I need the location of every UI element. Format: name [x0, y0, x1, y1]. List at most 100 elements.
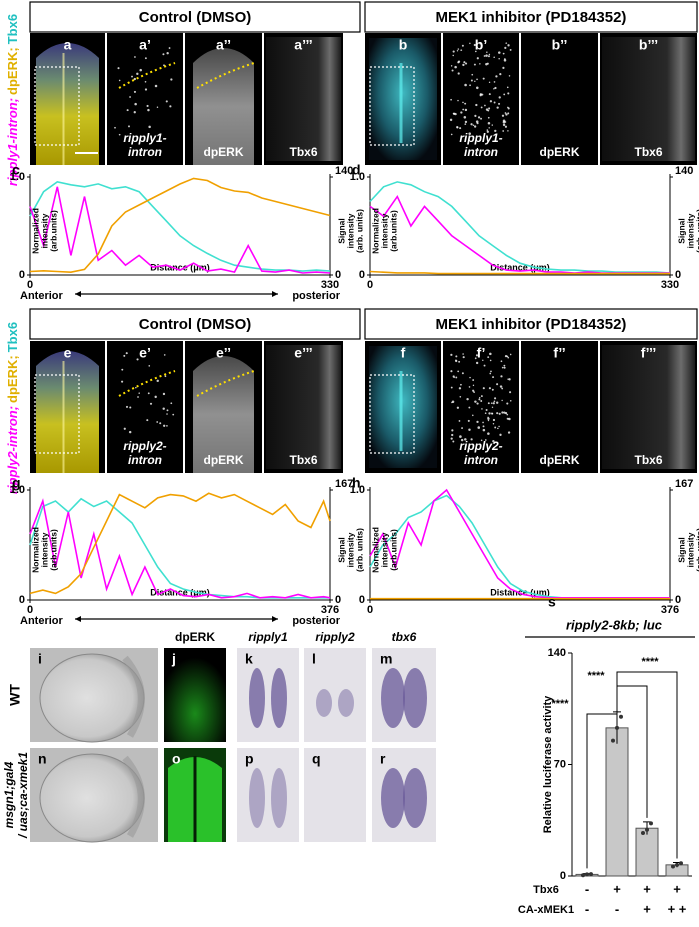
signal-dot: [156, 379, 159, 383]
signal-dot: [498, 102, 501, 105]
signal-dot: [488, 81, 491, 84]
panel-label: b’’: [552, 37, 568, 53]
x-axis-label: Distance (μm): [150, 587, 210, 597]
column-label: dpERK: [175, 630, 215, 644]
roi-box: [34, 66, 80, 146]
signal-dot: [488, 53, 491, 56]
signal-dot: [475, 361, 479, 365]
signal-dot: [449, 118, 453, 122]
signal-dot: [450, 386, 453, 389]
tissue: [193, 356, 254, 473]
expression: [403, 768, 427, 828]
signal-dot: [468, 386, 471, 388]
embryo-tail: [122, 755, 145, 838]
signal-dot: [480, 117, 483, 120]
tissue: [266, 345, 341, 469]
signal-dot: [454, 65, 457, 69]
annotation: posterior: [292, 290, 340, 302]
y-axis-label: intensity: [39, 213, 49, 248]
y2-axis-label: (arb. units): [354, 528, 364, 572]
caption: dpERK: [204, 453, 244, 467]
panel-label: f’’’: [641, 345, 657, 361]
signal-dot: [159, 422, 162, 425]
signal-dot: [498, 412, 501, 415]
signal-dot: [118, 79, 121, 82]
y2-tick-label: 140: [675, 165, 693, 177]
caption: Tbx6: [634, 453, 662, 467]
signal-dot: [454, 112, 457, 116]
signal-dot: [504, 121, 507, 123]
series-line: [369, 270, 670, 275]
series-line: [29, 177, 331, 274]
signal-dot: [481, 408, 483, 410]
signal-dot: [464, 123, 467, 125]
signal-dot: [114, 126, 116, 129]
signal-dot: [494, 86, 497, 90]
signal-dot: [487, 419, 490, 422]
boundary: [118, 370, 176, 397]
row-label: msgn1;gal4: [2, 761, 16, 828]
signal-dot: [487, 356, 490, 359]
signal-dot: [459, 395, 462, 398]
signal-dot: [506, 413, 509, 416]
series-line: [369, 494, 670, 599]
signal-dot: [455, 359, 457, 361]
signal-dot: [468, 132, 471, 135]
signal-dot: [480, 106, 483, 109]
signal-dot: [474, 357, 477, 360]
signal-dot: [164, 375, 167, 378]
signal-dot: [472, 389, 475, 392]
signal-dot: [457, 72, 460, 75]
signal-dot: [117, 67, 120, 70]
boundary: [118, 62, 176, 89]
signal-dot: [508, 75, 511, 77]
signal-dot: [154, 395, 157, 399]
signal-dot: [451, 429, 454, 432]
condition-value: +: [613, 881, 621, 896]
signal-dot: [489, 359, 492, 362]
signal-dot: [133, 111, 136, 114]
bracket: [616, 671, 678, 859]
header-box: [29, 1, 361, 33]
series-line: [29, 181, 331, 272]
signal-dot: [460, 49, 463, 52]
embryo-tail: [122, 655, 145, 738]
tissue: [369, 38, 437, 160]
data-point: [585, 872, 589, 877]
y-axis-label: (arb.units): [48, 210, 58, 252]
panel-label: e’’: [216, 345, 231, 361]
signal-dot: [503, 364, 506, 367]
signal-dot: [172, 413, 175, 416]
signal-dot: [493, 101, 496, 104]
condition-value: +: [643, 881, 651, 896]
tissue: [266, 37, 341, 161]
signal-dot: [506, 417, 509, 420]
data-point: [679, 861, 683, 866]
signal-dot: [137, 396, 139, 398]
signal-dot: [474, 114, 477, 117]
stain-label-part: dpERK;: [5, 47, 20, 95]
y2-tick-label: 0: [335, 269, 341, 281]
signal-dot: [138, 392, 140, 394]
signal-dot: [128, 430, 132, 434]
signal-dot: [506, 355, 509, 358]
signal-dot: [464, 120, 468, 124]
signal-dot: [504, 46, 507, 49]
stain-label: ripply2-intron; dpERK; Tbx6: [5, 322, 20, 494]
signal-dot: [493, 88, 495, 90]
y2-tick-label: 167: [675, 478, 693, 490]
signal-dot: [461, 372, 464, 375]
signal-dot: [487, 55, 490, 58]
signal-dot: [455, 355, 458, 358]
signal-dot: [458, 387, 462, 390]
panel-label: f’: [477, 345, 486, 361]
signal-dot: [498, 96, 501, 99]
signal-dot: [149, 402, 153, 405]
signal-dot: [501, 411, 504, 414]
signal-dot: [488, 127, 490, 129]
signal-dot: [450, 98, 452, 101]
column-label: ripply1: [248, 630, 288, 644]
tissue: [369, 346, 437, 468]
signal-dot: [480, 395, 483, 398]
y2-tick-label: 0: [335, 594, 341, 606]
